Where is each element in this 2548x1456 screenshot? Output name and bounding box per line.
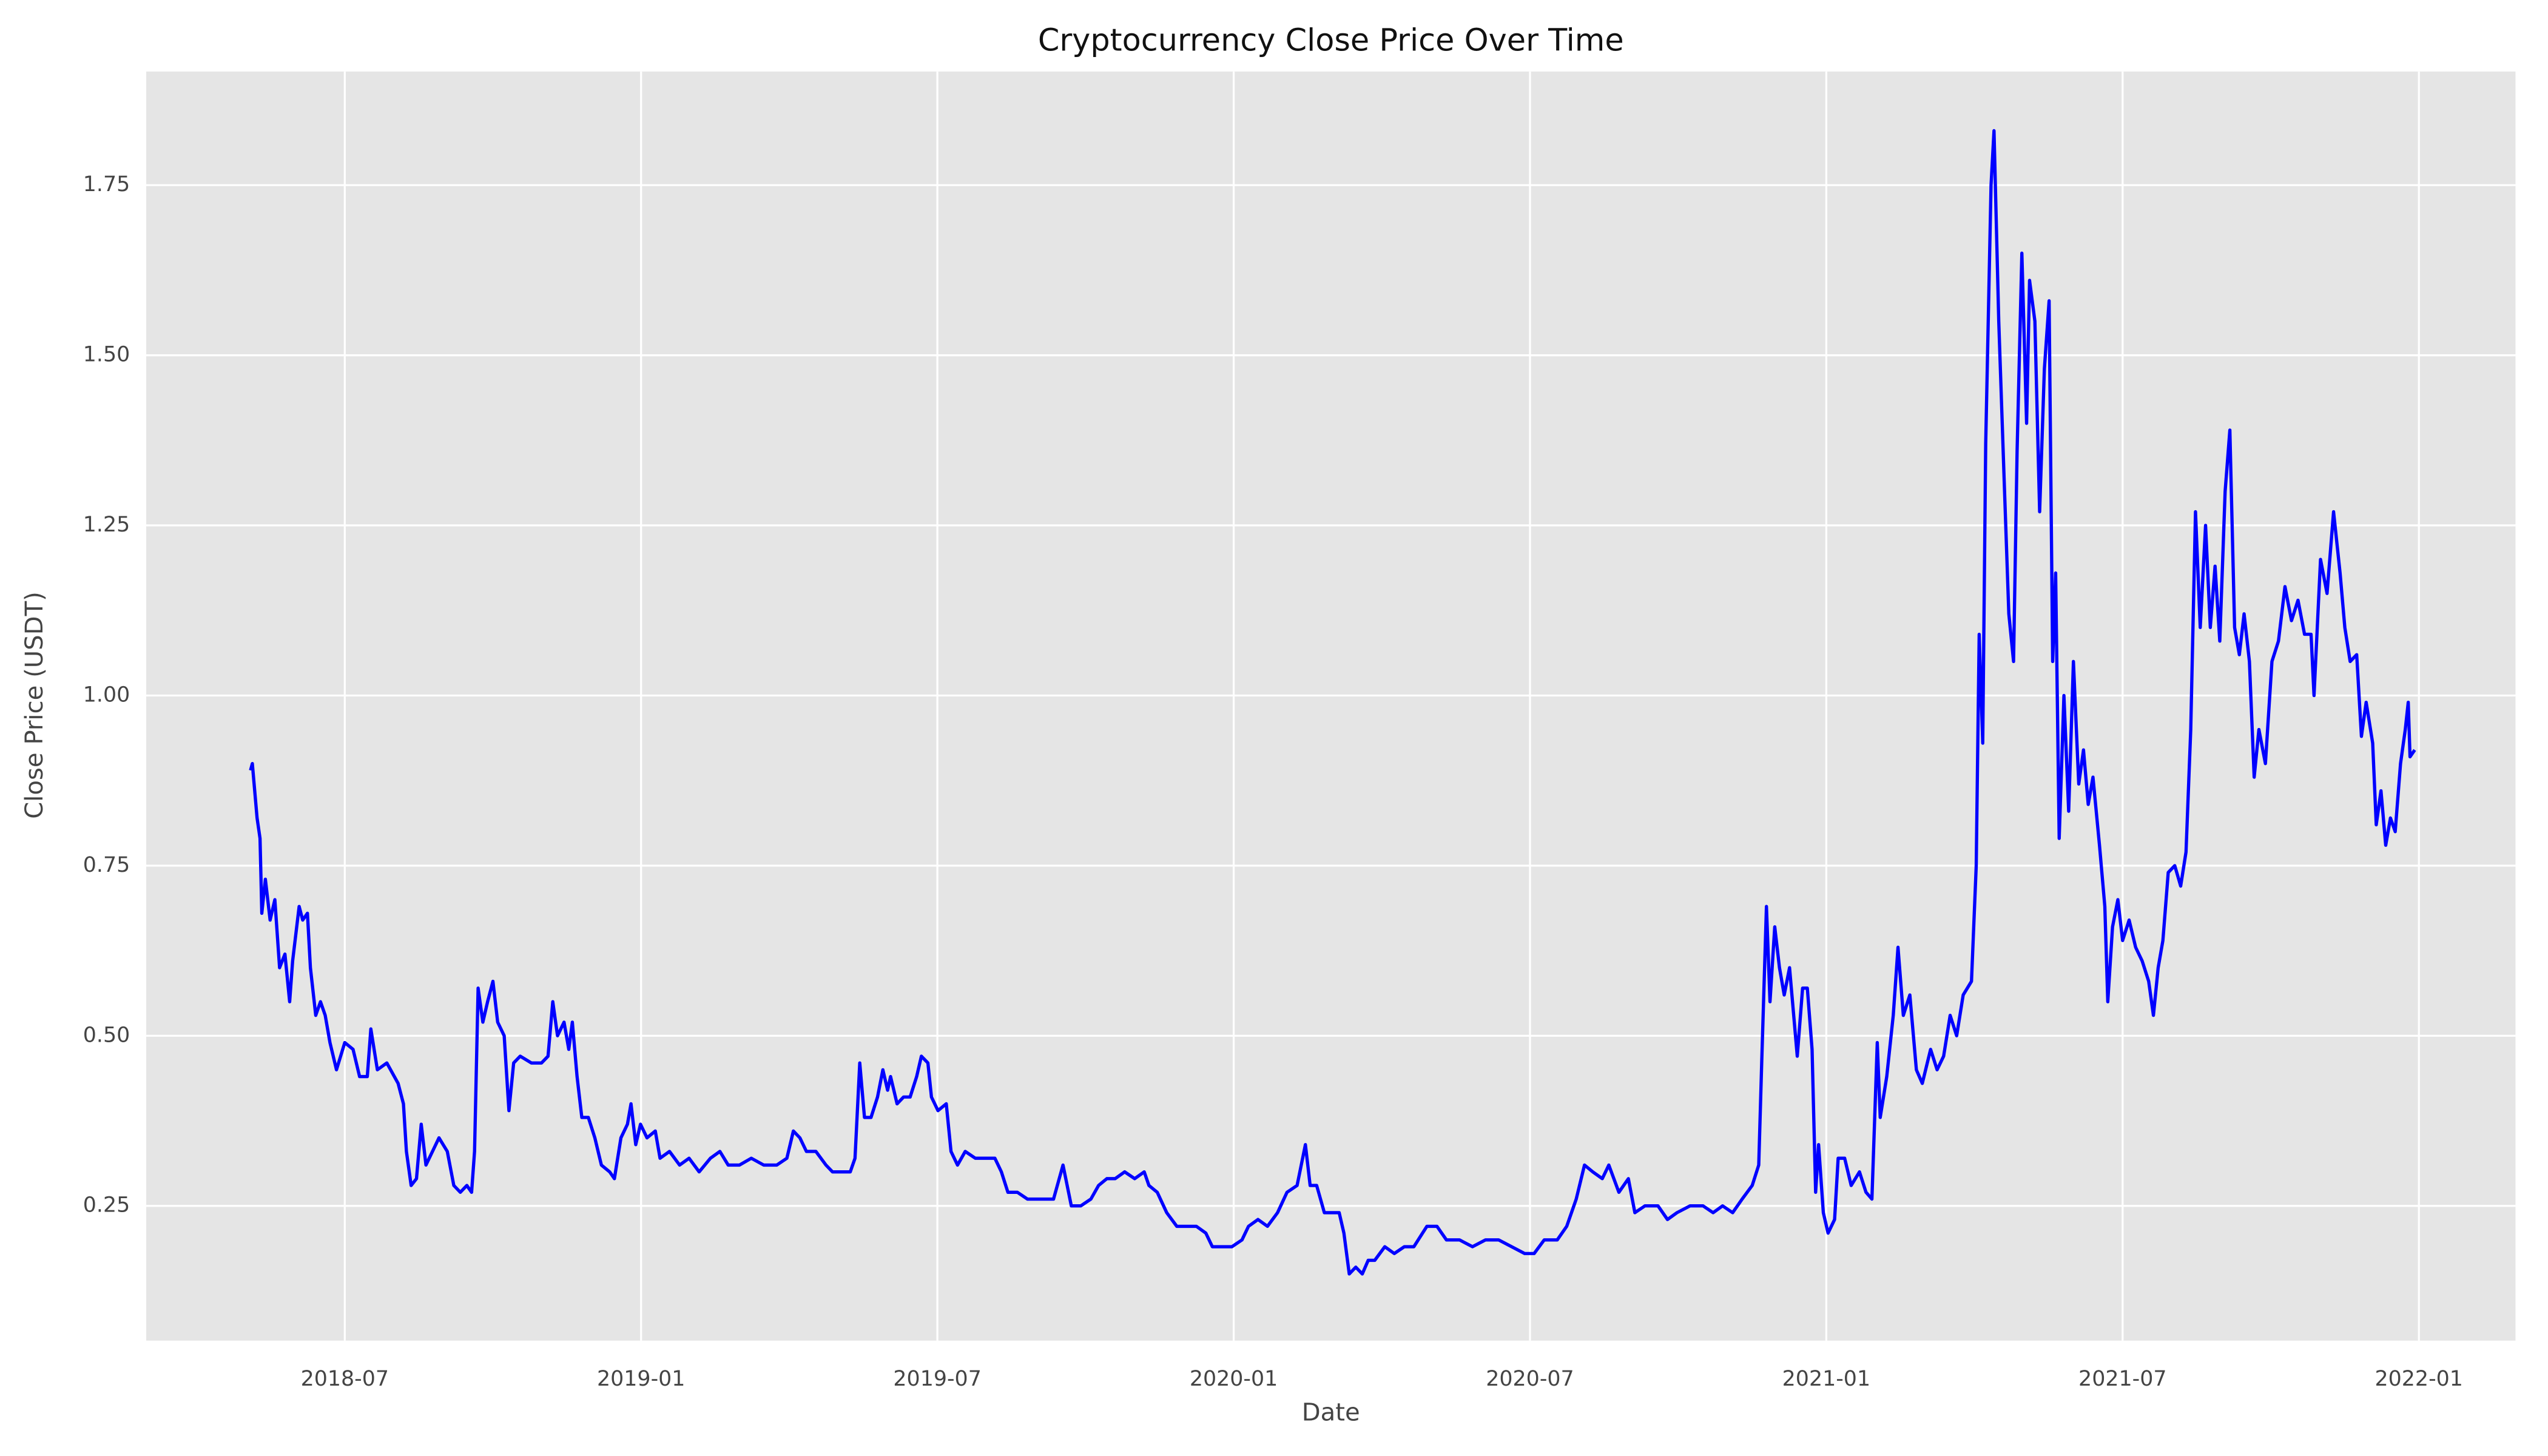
x-tick-label: 2021-07 [2078,1367,2166,1391]
y-tick-label: 1.50 [83,343,130,367]
y-tick-label: 0.25 [83,1193,130,1218]
y-tick-label: 1.75 [83,172,130,197]
y-tick-label: 0.75 [83,853,130,877]
plot-area [146,71,2516,1341]
x-axis-label: Date [1302,1398,1360,1426]
y-tick-label: 1.00 [83,682,130,707]
y-axis-label: Close Price (USDT) [21,592,49,819]
x-tick-label: 2022-01 [2374,1367,2462,1391]
chart-title: Cryptocurrency Close Price Over Time [1038,23,1624,59]
x-tick-label: 2019-01 [597,1367,685,1391]
x-tick-label: 2021-01 [1782,1367,1870,1391]
x-tick-label: 2020-07 [1486,1367,1574,1391]
y-tick-label: 1.25 [83,513,130,537]
x-tick-label: 2020-01 [1190,1367,1278,1391]
y-tick-label: 0.50 [83,1023,130,1047]
x-tick-label: 2018-07 [301,1367,389,1391]
price-line [249,129,2416,1276]
x-tick-label: 2019-07 [893,1367,981,1391]
